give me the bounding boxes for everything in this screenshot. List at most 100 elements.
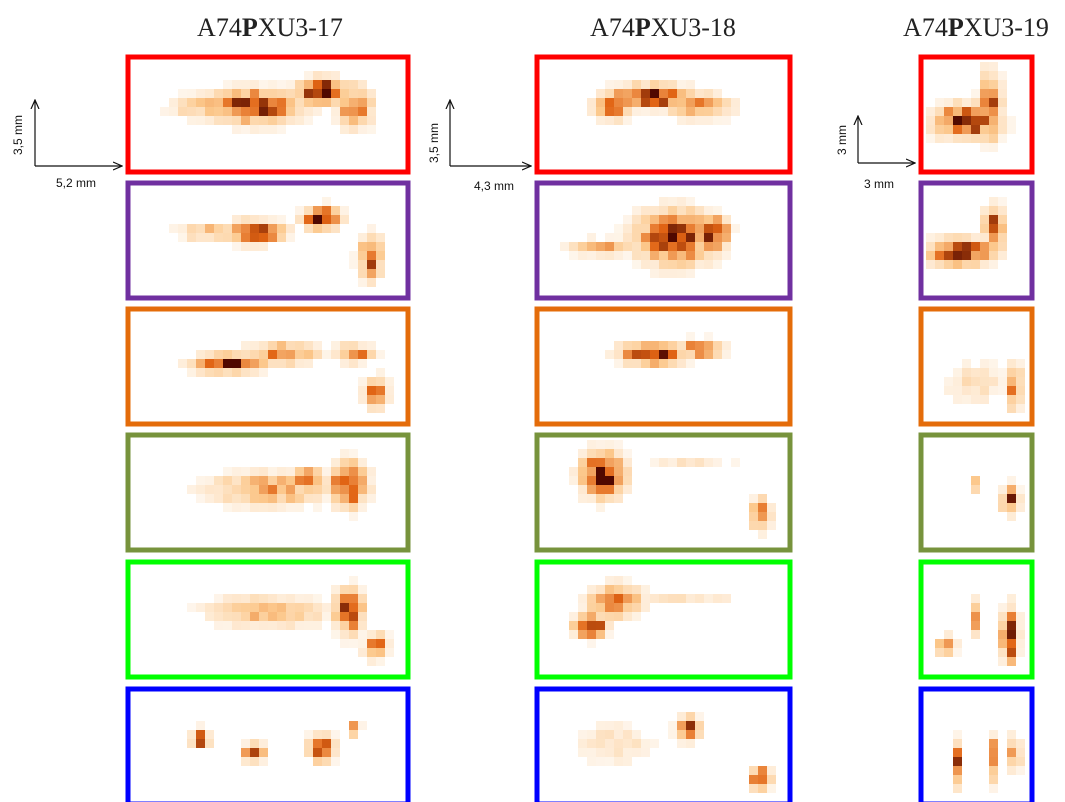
heatmap-cell [944,377,953,386]
heatmap-cell [1016,766,1025,775]
heatmap-cell [277,485,286,494]
heatmap-cell [187,107,196,116]
heatmap-cell [241,467,250,476]
heatmap-cell [686,206,695,215]
heatmap-cell [232,80,241,89]
heatmap-cell [596,458,605,467]
heatmap-cell [367,251,376,260]
heatmap-cell [980,368,989,377]
scale-label: 5,2 mm [56,176,96,190]
heatmap-cell [704,251,713,260]
heatmap-cell [196,89,205,98]
heatmap-cell [304,467,313,476]
heatmap-cell [695,260,704,269]
heatmap-cell [214,485,223,494]
heatmap-cell [349,89,358,98]
heatmap-cell [358,341,367,350]
heatmap-cell [349,116,358,125]
heatmap-cell [259,612,268,621]
heatmap-cell [614,721,623,730]
heatmap-cell [650,359,659,368]
heatmap-cell [358,116,367,125]
heatmap-cell [596,476,605,485]
heatmap-cell [695,594,704,603]
heatmap-cell [313,594,322,603]
heatmap-cell [187,98,196,107]
heatmap-cell [223,89,232,98]
heatmap-cell [268,503,277,512]
heatmap-cell [578,594,587,603]
heatmap-cell [578,251,587,260]
heatmap-panels [125,54,1035,802]
heatmap-cell [205,107,214,116]
heatmap-cell [713,242,722,251]
heatmap-cell [331,485,340,494]
heatmap-cell [367,98,376,107]
heatmap-cell [758,503,767,512]
heatmap-cell [376,251,385,260]
heatmap-cell [241,594,250,603]
heatmap-cell [632,224,641,233]
heatmap-cell [331,98,340,107]
heatmap-cell [587,639,596,648]
heatmap-cell [596,485,605,494]
heatmap-cell [641,594,650,603]
heatmap-cell [623,467,632,476]
heatmap-cell [686,89,695,98]
heatmap-cell [340,639,349,648]
heatmap-cell [659,594,668,603]
heatmap-cell [668,730,677,739]
heatmap-cell [668,359,677,368]
heatmap-cell [998,630,1007,639]
heatmap-cell [632,748,641,757]
heatmap-cell [241,359,250,368]
heatmap-cell [623,739,632,748]
panel-frame [534,559,793,680]
heatmap-cell [596,739,605,748]
heatmap-cell [632,603,641,612]
heatmap-cell [349,594,358,603]
heatmap-cell [989,62,998,71]
heatmap-cell [632,594,641,603]
heatmap-cell [614,440,623,449]
heatmap-cell [980,89,989,98]
heatmap-cell [169,107,178,116]
heatmap-cell [169,98,178,107]
heatmap-cell [989,757,998,766]
heatmap-cell [259,80,268,89]
heatmap-cell [331,621,340,630]
heatmap-cell [376,269,385,278]
heatmap-cell [989,80,998,89]
heatmap-cell [713,215,722,224]
heatmap-cell [713,458,722,467]
heatmap-cell [713,341,722,350]
heatmap-cell [367,116,376,125]
heatmap-cell [704,242,713,251]
heatmap-cell [367,269,376,278]
heatmap-cell [313,612,322,621]
heatmap-cell [349,98,358,107]
heatmap-cell [695,721,704,730]
heatmap-cell [259,467,268,476]
heatmap-cell [259,89,268,98]
heatmap-cell [349,721,358,730]
heatmap-cell [953,784,962,793]
heatmap-cell [358,585,367,594]
heatmap-cell [623,721,632,730]
heatmap-cell [205,612,214,621]
heatmap-cell [304,350,313,359]
scale-label: 3 mm [835,125,849,155]
heatmap-cell [259,485,268,494]
heatmap-cell [686,80,695,89]
heatmap-cell [668,251,677,260]
heatmap-cell [989,134,998,143]
heatmap-cell [695,233,704,242]
heatmap-cell [241,503,250,512]
heatmap-cell [944,107,953,116]
heatmap-cell [295,98,304,107]
heatmap-cell [304,603,313,612]
heatmap-cell [659,233,668,242]
heatmap-cell [677,359,686,368]
heatmap-cell [304,71,313,80]
